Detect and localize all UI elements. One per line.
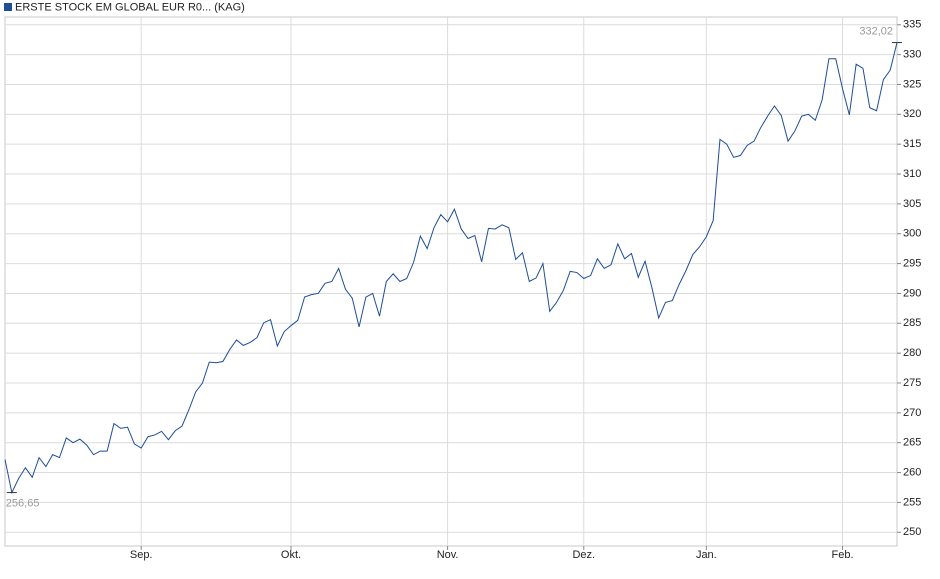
y-tick-label: 325 xyxy=(903,78,921,90)
y-tick-label: 305 xyxy=(903,198,921,210)
x-tick-label: Nov. xyxy=(437,549,459,561)
y-tick-label: 275 xyxy=(903,377,921,389)
y-tick-label: 335 xyxy=(903,19,921,31)
y-tick-label: 315 xyxy=(903,138,921,150)
y-tick-label: 255 xyxy=(903,496,921,508)
y-tick-label: 285 xyxy=(903,317,921,329)
x-tick-label: Okt. xyxy=(281,549,301,561)
legend-swatch xyxy=(4,3,12,11)
max-annotation: 332,02 xyxy=(859,25,893,37)
x-tick-label: Feb. xyxy=(832,549,854,561)
y-tick-label: 260 xyxy=(903,466,921,478)
y-tick-label: 280 xyxy=(903,347,921,359)
min-annotation: 256,65 xyxy=(6,497,40,509)
y-tick-label: 270 xyxy=(903,407,921,419)
y-tick-label: 320 xyxy=(903,108,921,120)
y-tick-label: 250 xyxy=(903,526,921,538)
y-tick-label: 300 xyxy=(903,228,921,240)
chart-title: ERSTE STOCK EM GLOBAL EUR R0... (KAG) xyxy=(15,1,245,13)
y-tick-label: 310 xyxy=(903,168,921,180)
y-tick-label: 290 xyxy=(903,287,921,299)
y-tick-label: 330 xyxy=(903,49,921,61)
price-line xyxy=(4,42,898,495)
y-tick-label: 265 xyxy=(903,437,921,449)
x-tick-label: Jan. xyxy=(696,549,717,561)
y-tick-label: 295 xyxy=(903,257,921,269)
x-tick-label: Dez. xyxy=(572,549,595,561)
x-tick-label: Sep. xyxy=(130,549,153,561)
plot-area xyxy=(4,16,898,547)
